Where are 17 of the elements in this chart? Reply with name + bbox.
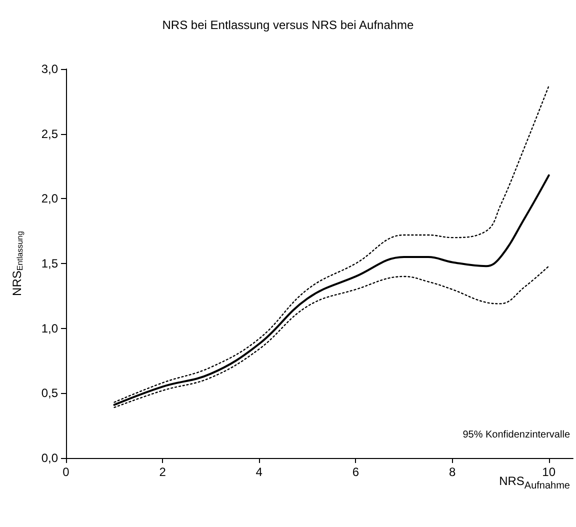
x-tick-label: 8 (448, 465, 456, 479)
chart-title: NRS bei Entlassung versus NRS bei Aufnahme (162, 18, 414, 32)
x-tick-label: 6 (352, 465, 360, 479)
y-tick-label: 2,0 (41, 192, 58, 206)
annotation: 95% Konfidenzintervalle (462, 430, 570, 440)
y-tick-label: 1,0 (41, 321, 58, 336)
y-axis-title: NRSEntlassung (10, 231, 24, 296)
x-tick-label: 0 (62, 465, 70, 479)
x-tick-label: 10 (542, 465, 556, 479)
y-tick-label: 3,0 (41, 62, 58, 76)
x-tick-label: 4 (256, 465, 263, 479)
y-tick-label: 0,5 (41, 386, 58, 400)
line-series (114, 85, 550, 403)
y-tick-label: 2,5 (41, 126, 58, 141)
y-tick-label: 0,0 (41, 451, 58, 465)
y-tick-label: 1,5 (41, 256, 58, 270)
x-tick-label: 2 (159, 465, 166, 479)
